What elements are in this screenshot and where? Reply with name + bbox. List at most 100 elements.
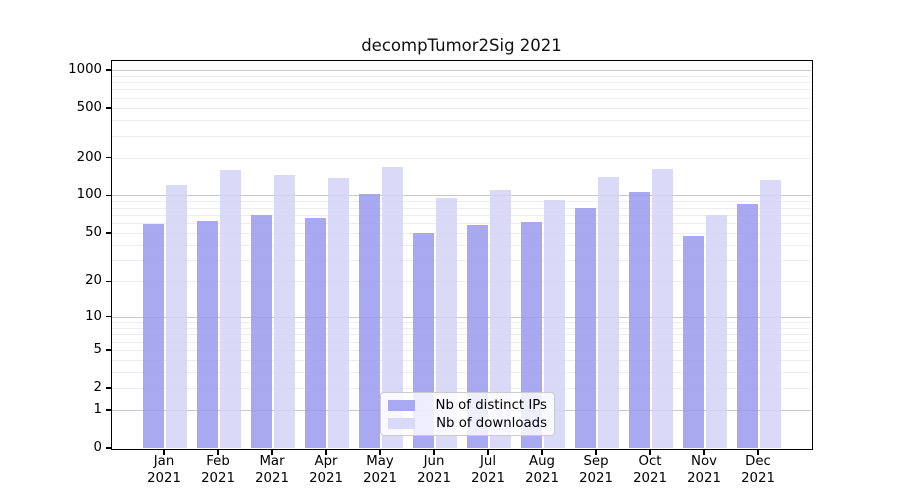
x-tick-mark-apr-2021 [325, 449, 327, 455]
gridline-major-1000 [112, 69, 811, 71]
legend-label-downloads: Nb of downloads [436, 415, 547, 431]
y-tick-mark-5 [105, 349, 111, 351]
x-tick-label-line: Apr [314, 454, 338, 469]
y-tick-label-1: 1 [93, 402, 102, 418]
bar-nb-of-downloads-sep-2021 [597, 177, 619, 448]
x-tick-label-may-2021: May 2021 [348, 454, 412, 487]
x-tick-mark-feb-2021 [217, 449, 219, 455]
x-tick-label-mar-2021: Mar 2021 [240, 454, 304, 487]
gridline-minor-300 [112, 135, 811, 137]
gridline-minor-40 [112, 244, 811, 246]
gridline-minor-4 [112, 359, 811, 361]
x-tick-label-line: 2021 [255, 470, 289, 486]
x-tick-label-line: Jan [153, 454, 175, 469]
bar-nb-of-downloads-feb-2021 [219, 169, 241, 448]
bar-nb-of-distinct-ips-jan-2021 [142, 223, 164, 448]
x-tick-label-line: 2021 [471, 470, 505, 486]
x-tick-mark-jun-2021 [433, 449, 435, 455]
x-tick-label-feb-2021: Feb 2021 [186, 454, 250, 487]
gridline-minor-200 [112, 157, 811, 159]
y-tick-label-0: 0 [93, 440, 102, 455]
gridline-minor-90 [112, 201, 811, 203]
x-tick-label-line: 2021 [633, 470, 667, 486]
bar-nb-of-distinct-ips-sep-2021 [574, 208, 596, 448]
bar-nb-of-downloads-oct-2021 [651, 168, 673, 448]
x-tick-label-oct-2021: Oct 2021 [618, 454, 682, 487]
bar-nb-of-distinct-ips-may-2021 [358, 194, 380, 448]
bar-nb-of-downloads-jan-2021 [165, 184, 187, 448]
bar-nb-of-downloads-nov-2021 [705, 214, 727, 448]
gridline-minor-8 [112, 327, 811, 329]
gridline-minor-700 [112, 89, 811, 91]
gridline-minor-2 [112, 387, 811, 389]
y-tick-mark-500 [105, 107, 111, 109]
x-tick-mark-jan-2021 [163, 449, 165, 455]
x-tick-mark-dec-2021 [757, 449, 759, 455]
bar-nb-of-distinct-ips-aug-2021 [520, 222, 542, 448]
gridline-minor-5 [112, 349, 811, 351]
x-tick-label-line: 2021 [147, 470, 181, 486]
x-tick-label-line: Feb [206, 454, 230, 469]
x-tick-label-line: 2021 [309, 470, 343, 486]
x-tick-label-line: Oct [638, 454, 662, 469]
gridline-minor-50 [112, 232, 811, 234]
gridline-minor-9 [112, 322, 811, 323]
x-tick-label-dec-2021: Dec 2021 [726, 454, 790, 487]
x-tick-label-line: 2021 [579, 470, 613, 486]
x-tick-label-jul-2021: Jul 2021 [456, 454, 520, 487]
y-tick-label-100: 100 [76, 187, 102, 203]
x-tick-mark-mar-2021 [271, 449, 273, 455]
x-tick-mark-sep-2021 [595, 449, 597, 455]
y-tick-label-50: 50 [85, 224, 102, 240]
gridline-minor-80 [112, 207, 811, 209]
x-tick-label-nov-2021: Nov 2021 [672, 454, 736, 487]
x-tick-label-line: Sep [583, 454, 609, 469]
bar-nb-of-distinct-ips-dec-2021 [736, 203, 758, 448]
bar-nb-of-downloads-jun-2021 [435, 197, 457, 448]
bar-nb-of-downloads-jul-2021 [489, 189, 511, 448]
y-tick-mark-50 [105, 232, 111, 234]
legend-entry-distinct-ips: Nb of distinct IPs [388, 398, 547, 413]
bar-nb-of-distinct-ips-oct-2021 [628, 192, 650, 448]
gridline-minor-3 [112, 372, 811, 374]
x-tick-label-aug-2021: Aug 2021 [510, 454, 574, 487]
y-tick-mark-1000 [105, 69, 111, 71]
gridline-minor-800 [112, 82, 811, 84]
x-tick-label-jan-2021: Jan 2021 [132, 454, 196, 487]
y-tick-mark-200 [105, 157, 111, 159]
gridline-minor-7 [112, 334, 811, 336]
legend-label-distinct-ips: Nb of distinct IPs [435, 397, 547, 413]
gridline-minor-900 [112, 75, 811, 77]
legend-entry-downloads: Nb of downloads [388, 416, 547, 431]
gridline-major-100 [112, 195, 811, 197]
y-tick-mark-0 [105, 447, 111, 449]
y-tick-label-500: 500 [76, 99, 102, 115]
y-tick-mark-2 [105, 387, 111, 389]
chart-title: decompTumor2Sig 2021 [361, 36, 562, 55]
plot-area [112, 61, 811, 448]
x-tick-label-jun-2021: Jun 2021 [402, 454, 466, 487]
y-tick-mark-1 [105, 409, 111, 411]
x-tick-label-line: 2021 [417, 470, 451, 486]
bar-nb-of-distinct-ips-nov-2021 [682, 236, 704, 448]
x-tick-label-line: Aug [529, 454, 555, 469]
legend-swatch-downloads [388, 417, 415, 429]
x-tick-mark-aug-2021 [541, 449, 543, 455]
bar-nb-of-downloads-aug-2021 [543, 199, 565, 448]
x-tick-label-line: Dec [745, 454, 771, 469]
legend-swatch-distinct-ips [388, 399, 415, 411]
legend: Nb of distinct IPs Nb of downloads [380, 392, 555, 436]
x-tick-mark-may-2021 [379, 449, 381, 455]
gridline-minor-60 [112, 223, 811, 225]
y-tick-label-200: 200 [76, 149, 102, 165]
y-tick-label-5: 5 [93, 341, 102, 357]
bar-nb-of-downloads-may-2021 [381, 167, 403, 448]
gridline-minor-6 [112, 341, 811, 343]
bar-nb-of-distinct-ips-feb-2021 [196, 221, 218, 448]
x-tick-label-line: May [366, 454, 394, 469]
gridline-minor-500 [112, 107, 811, 109]
x-tick-label-line: 2021 [741, 470, 775, 486]
gridline-minor-20 [112, 281, 811, 283]
x-tick-mark-jul-2021 [487, 449, 489, 455]
